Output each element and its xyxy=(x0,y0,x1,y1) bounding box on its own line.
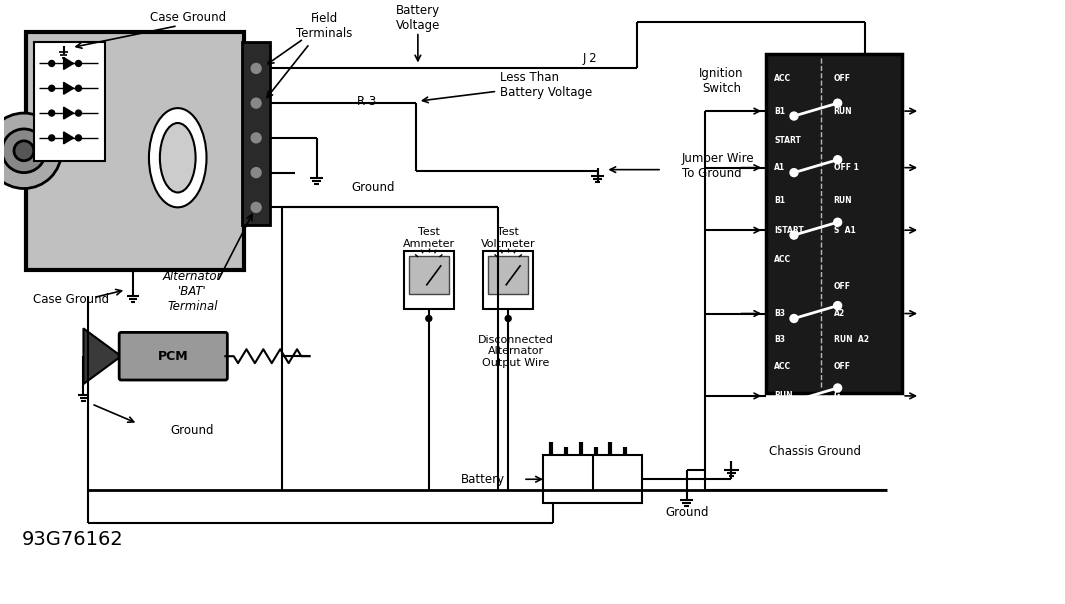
Circle shape xyxy=(49,135,54,141)
Bar xyxy=(543,455,642,503)
Circle shape xyxy=(49,60,54,66)
Text: Test
Voltmeter: Test Voltmeter xyxy=(481,227,536,249)
Circle shape xyxy=(834,156,841,164)
Circle shape xyxy=(834,99,841,107)
Polygon shape xyxy=(64,82,73,94)
Text: RUN: RUN xyxy=(834,196,852,205)
Text: START: START xyxy=(774,408,801,417)
Bar xyxy=(489,256,528,294)
Text: Case Ground: Case Ground xyxy=(33,293,110,306)
Text: S  A1: S A1 xyxy=(834,226,855,235)
Circle shape xyxy=(14,141,34,161)
Bar xyxy=(484,251,532,309)
Text: ISTART: ISTART xyxy=(774,226,804,235)
Text: Disconnected
Alternator
Output Wire: Disconnected Alternator Output Wire xyxy=(478,335,554,368)
Ellipse shape xyxy=(160,123,196,193)
Text: OFF 1: OFF 1 xyxy=(834,163,858,172)
Text: B1: B1 xyxy=(774,106,785,115)
Circle shape xyxy=(0,113,62,188)
Bar xyxy=(409,256,448,294)
Circle shape xyxy=(49,85,54,91)
Circle shape xyxy=(790,169,798,176)
Polygon shape xyxy=(64,57,73,69)
Circle shape xyxy=(2,129,46,173)
Circle shape xyxy=(834,384,841,392)
Text: Less Than
Battery Voltage: Less Than Battery Voltage xyxy=(501,71,592,99)
Polygon shape xyxy=(83,329,121,384)
Text: B3: B3 xyxy=(774,335,785,344)
Text: Ignition
Switch: Ignition Switch xyxy=(700,67,743,95)
Text: Test
Ammeter: Test Ammeter xyxy=(403,227,455,249)
Circle shape xyxy=(251,133,261,143)
Bar xyxy=(242,42,271,225)
Bar xyxy=(34,42,105,161)
Text: A1: A1 xyxy=(774,163,785,172)
Text: Field
Terminals: Field Terminals xyxy=(296,11,353,40)
Circle shape xyxy=(790,397,798,405)
Circle shape xyxy=(76,60,81,66)
Text: RUN  A2: RUN A2 xyxy=(834,335,869,344)
Circle shape xyxy=(251,202,261,213)
Text: OFF: OFF xyxy=(834,362,851,371)
FancyBboxPatch shape xyxy=(119,332,227,380)
Circle shape xyxy=(790,315,798,323)
Text: J 2: J 2 xyxy=(583,52,596,65)
Text: R 3: R 3 xyxy=(357,95,376,108)
Circle shape xyxy=(49,110,54,116)
Text: ACC: ACC xyxy=(774,74,791,83)
Circle shape xyxy=(790,231,798,239)
Circle shape xyxy=(505,315,511,321)
Text: Chassis Ground: Chassis Ground xyxy=(769,445,862,458)
Text: Ground: Ground xyxy=(351,181,395,194)
Text: Battery: Battery xyxy=(461,473,505,486)
Circle shape xyxy=(790,112,798,120)
Circle shape xyxy=(251,98,261,108)
Text: ACC: ACC xyxy=(774,255,791,265)
Text: ACC: ACC xyxy=(774,362,791,371)
Text: Battery
Voltage: Battery Voltage xyxy=(396,4,440,32)
Text: B1: B1 xyxy=(774,196,785,205)
Circle shape xyxy=(251,168,261,178)
Circle shape xyxy=(251,63,261,73)
Text: Alternator
'BAT'
Terminal: Alternator 'BAT' Terminal xyxy=(163,270,223,313)
Text: G: G xyxy=(834,391,840,400)
Text: PCM: PCM xyxy=(158,350,189,363)
Text: RUN: RUN xyxy=(834,106,852,115)
Text: B3: B3 xyxy=(774,309,785,318)
Circle shape xyxy=(834,218,841,226)
Text: Ground: Ground xyxy=(170,424,214,437)
Polygon shape xyxy=(64,107,73,119)
Circle shape xyxy=(834,301,841,310)
Text: Jumper Wire
To Ground: Jumper Wire To Ground xyxy=(682,152,754,179)
Text: Ground: Ground xyxy=(665,506,708,518)
Text: 93G76162: 93G76162 xyxy=(22,530,124,549)
Text: OFF: OFF xyxy=(834,282,851,291)
Bar xyxy=(26,31,244,270)
Text: START: START xyxy=(774,137,801,146)
Text: RUN: RUN xyxy=(774,391,792,400)
Circle shape xyxy=(76,85,81,91)
Polygon shape xyxy=(64,132,73,144)
Text: OFF: OFF xyxy=(834,74,851,83)
Circle shape xyxy=(76,110,81,116)
Text: A2: A2 xyxy=(834,309,845,318)
Bar xyxy=(404,251,454,309)
Bar xyxy=(766,54,902,393)
Circle shape xyxy=(426,315,431,321)
Text: Case Ground: Case Ground xyxy=(149,11,226,24)
Ellipse shape xyxy=(149,108,207,207)
Circle shape xyxy=(76,135,81,141)
